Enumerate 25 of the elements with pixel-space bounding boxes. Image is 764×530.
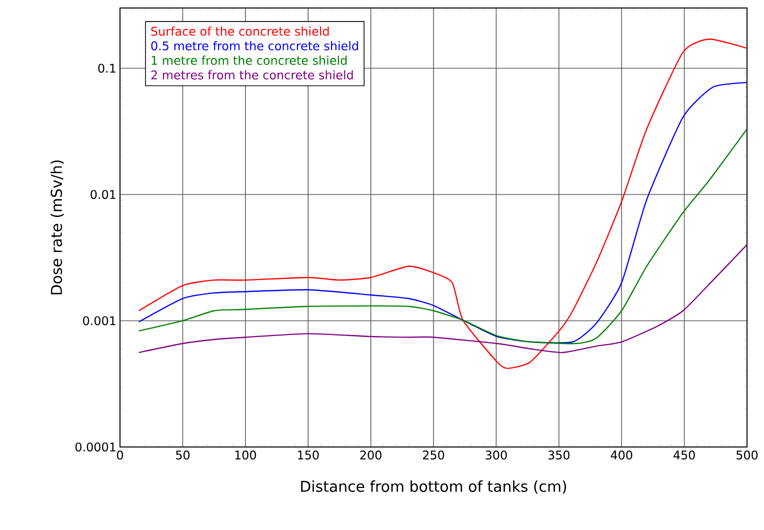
line-series [138, 128, 748, 344]
x-tick-label: 300 [486, 450, 507, 460]
x-tick-label: 250 [422, 450, 444, 460]
x-tick-label: 150 [298, 450, 319, 460]
y-tick-label: 0.01 [90, 190, 116, 200]
x-tick-label: 350 [548, 450, 570, 460]
x-tick-label: 0 [116, 450, 124, 460]
text: 1 metre from the concrete shield [152, 56, 347, 65]
y-tick-label: 0.001 [83, 316, 116, 326]
text: 0.5 metre from the concrete shield [151, 41, 358, 50]
line-series [138, 38, 748, 369]
x-tick-label: 50 [176, 450, 190, 460]
line-series [138, 82, 748, 344]
text: 2 metres from the concrete shield [151, 70, 353, 80]
x-tick-label: 200 [360, 450, 382, 460]
y-tick-label: 0.1 [98, 64, 116, 73]
x-tick-label: 450 [673, 450, 695, 460]
line-series [138, 244, 748, 354]
x-tick-label: 500 [736, 450, 758, 460]
x-axis-title: Distance from bottom of tanks (cm) [301, 480, 566, 494]
y-tick-label: 0.0001 [75, 442, 116, 452]
y-axis-title: Dose rate (mSv/h) [50, 160, 64, 294]
x-tick-label: 100 [235, 450, 256, 460]
x-tick-label: 400 [610, 450, 632, 460]
text: Surface of the concrete shield [151, 26, 329, 36]
